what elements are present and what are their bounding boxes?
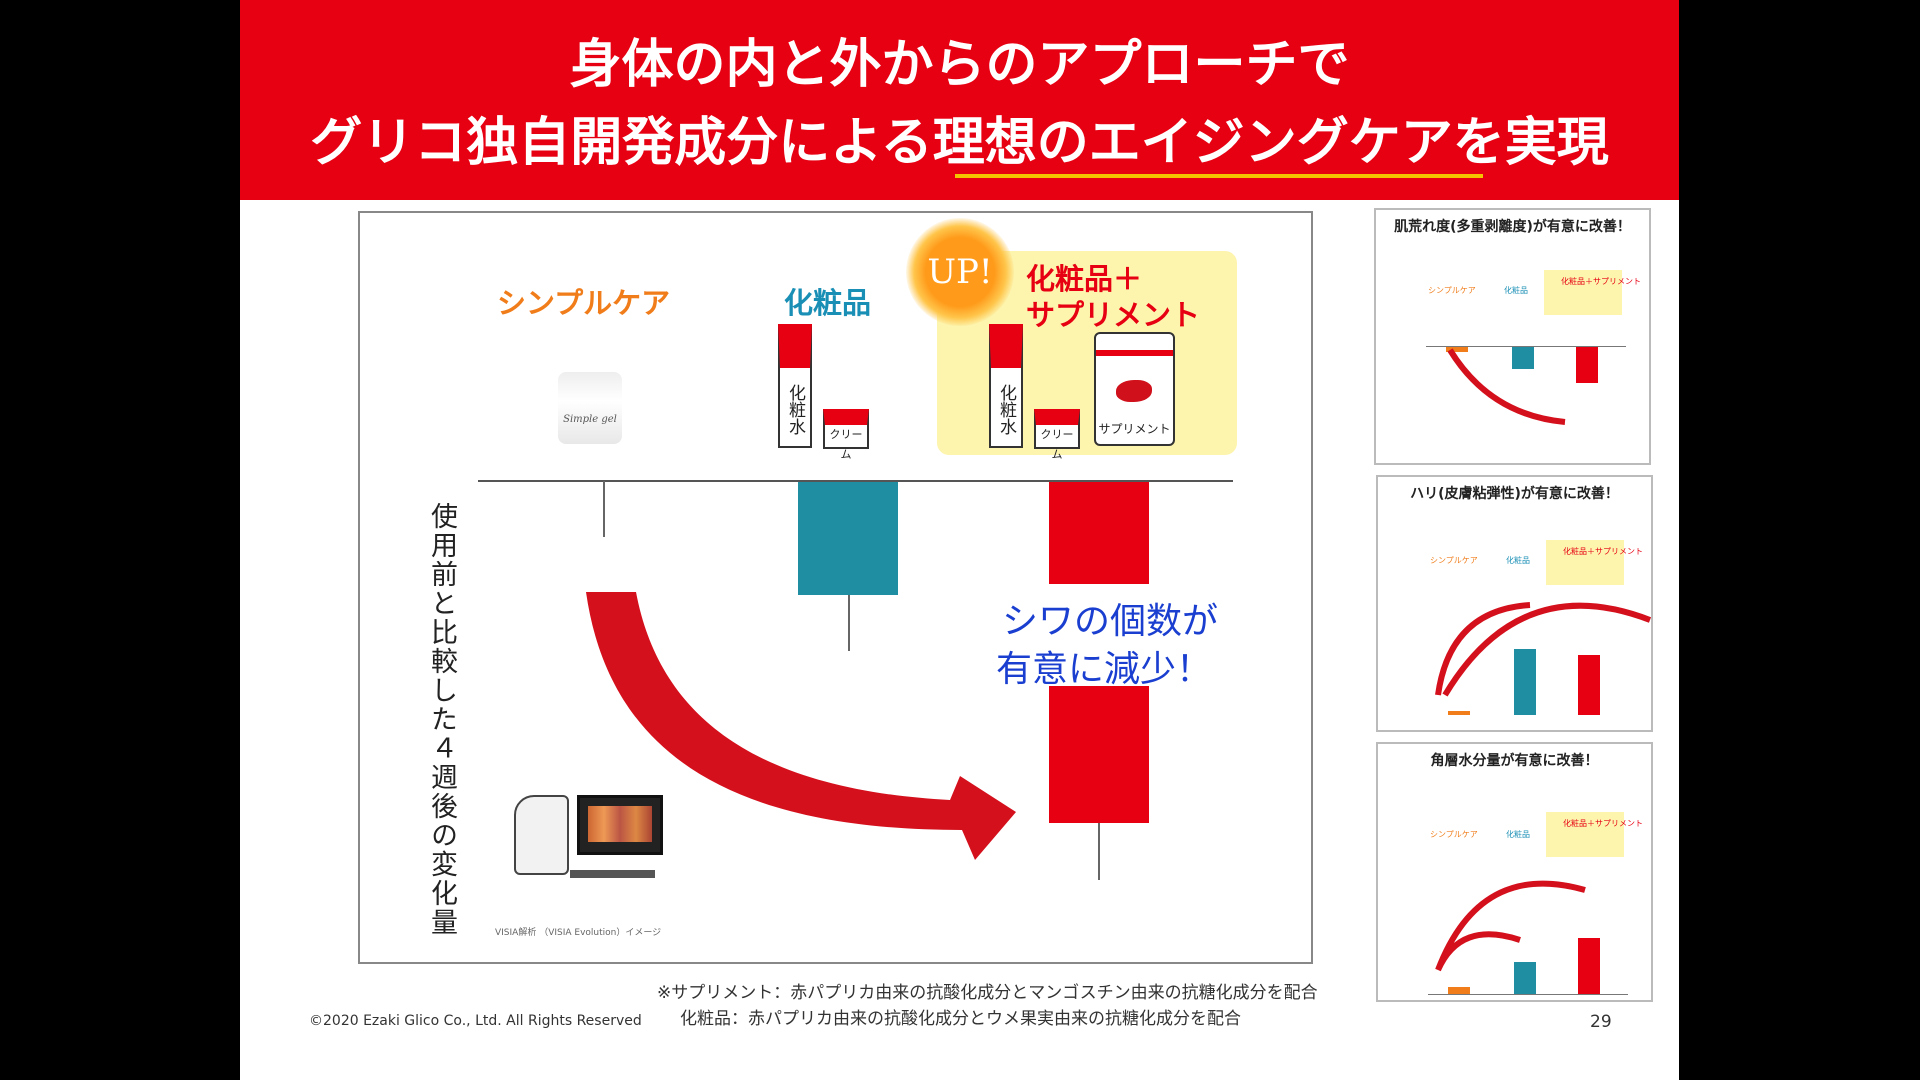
group-label-combo: 化粧品＋ [1026,262,1143,296]
thumbnail-moisture: 角層水分量が有意に改善！ シンプルケア 化粧品 化粧品＋サプリメント [1376,742,1653,1002]
thumb-baseline [1428,994,1628,995]
visia-monitor [577,795,663,855]
callout-line-2: 有意に減少！ [996,649,1213,690]
thumb-bar [1578,655,1600,715]
visia-caption: VISIA解析 （VISIA Evolution）イメージ [495,928,662,938]
thumb-bar [1514,962,1536,994]
thumb-label: シンプルケア [1428,286,1476,295]
thumb-combo-box [1546,540,1624,585]
thumbnail-title: ハリ(皮膚粘弾性)が有意に改善！ [1410,486,1619,502]
error-bar-simple [603,481,605,537]
thumb-label: 化粧品＋サプリメント [1563,819,1643,828]
callout-box [992,584,1232,686]
up-badge [906,218,1014,326]
visia-keyboard [570,870,655,878]
footnote-supplement: ※サプリメント：赤パプリカ由来の抗酸化成分とマンゴスチン由来の抗糖化成分を配合 [657,983,1318,1003]
thumbnail-elasticity: ハリ(皮膚粘弾性)が有意に改善！ シンプルケア 化粧品 化粧品＋サプリメント [1376,475,1653,732]
thumbnail-title: 角層水分量が有意に改善！ [1430,753,1599,769]
paprika-icon [1116,380,1152,402]
title-line-2: グリコ独自開発成分による理想のエイジングケアを実現 [310,113,1609,173]
group-label-cosmetics: 化粧品 [784,286,872,320]
thumb-label: 化粧品 [1504,286,1528,295]
lotion-bottle: 化粧水 [778,324,812,448]
bar-cosmetics [798,482,898,595]
thumb-combo-box [1546,812,1624,857]
thumb-label: シンプルケア [1430,556,1478,565]
error-bar-cosmetics [848,595,850,651]
thumb-bar [1448,987,1470,994]
thumb-combo-box [1544,270,1622,315]
thumb-label: 化粧品＋サプリメント [1561,277,1641,286]
group-label-combo-2: サプリメント [1026,298,1201,332]
zero-baseline [478,480,1233,482]
simple-gel-label: Simple gel [563,414,617,425]
thumb-label: シンプルケア [1430,830,1478,839]
thumb-label: 化粧品 [1506,830,1530,839]
copyright: ©2020 Ezaki Glico Co., Ltd. All Rights R… [309,1013,642,1029]
thumb-bar [1578,938,1600,994]
group-label-simple-care: シンプルケア [497,286,671,320]
thumb-bar [1446,347,1468,352]
page-number: 29 [1590,1012,1612,1032]
thumb-bar [1514,649,1536,715]
thumb-bar [1512,347,1534,369]
thumbnail-rough-skin: 肌荒れ度(多重剥離度)が有意に改善！ シンプルケア 化粧品 化粧品＋サプリメント [1374,208,1651,465]
thumb-label: 化粧品 [1506,556,1530,565]
thumb-bar [1448,711,1470,715]
simple-gel-jar [558,372,622,444]
slide-header [240,0,1679,200]
supplement-stripe [1096,350,1173,356]
title-underline [955,174,1483,178]
visia-device [514,795,569,875]
cream-jar-combo: クリーム [1034,409,1080,461]
up-badge-text: UP! [927,252,993,292]
callout-line-1: シワの個数が [1002,601,1219,642]
thumb-label: 化粧品＋サプリメント [1563,547,1643,556]
error-bar-combo [1098,823,1100,880]
title-line-1: 身体の内と外からのアプローチで [569,35,1350,95]
footnote-cosmetics: 化粧品：赤パプリカ由来の抗酸化成分とウメ果実由来の抗糖化成分を配合 [680,1009,1241,1029]
lotion-bottle-combo: 化粧水 [989,324,1023,448]
thumb-baseline [1426,346,1626,347]
thumb-bar [1576,347,1598,383]
thumbnail-title: 肌荒れ度(多重剥離度)が有意に改善！ [1394,219,1631,235]
cream-jar: クリーム [823,409,869,461]
y-axis-label: 使用前と比較した４週後の変化量 [426,502,457,937]
